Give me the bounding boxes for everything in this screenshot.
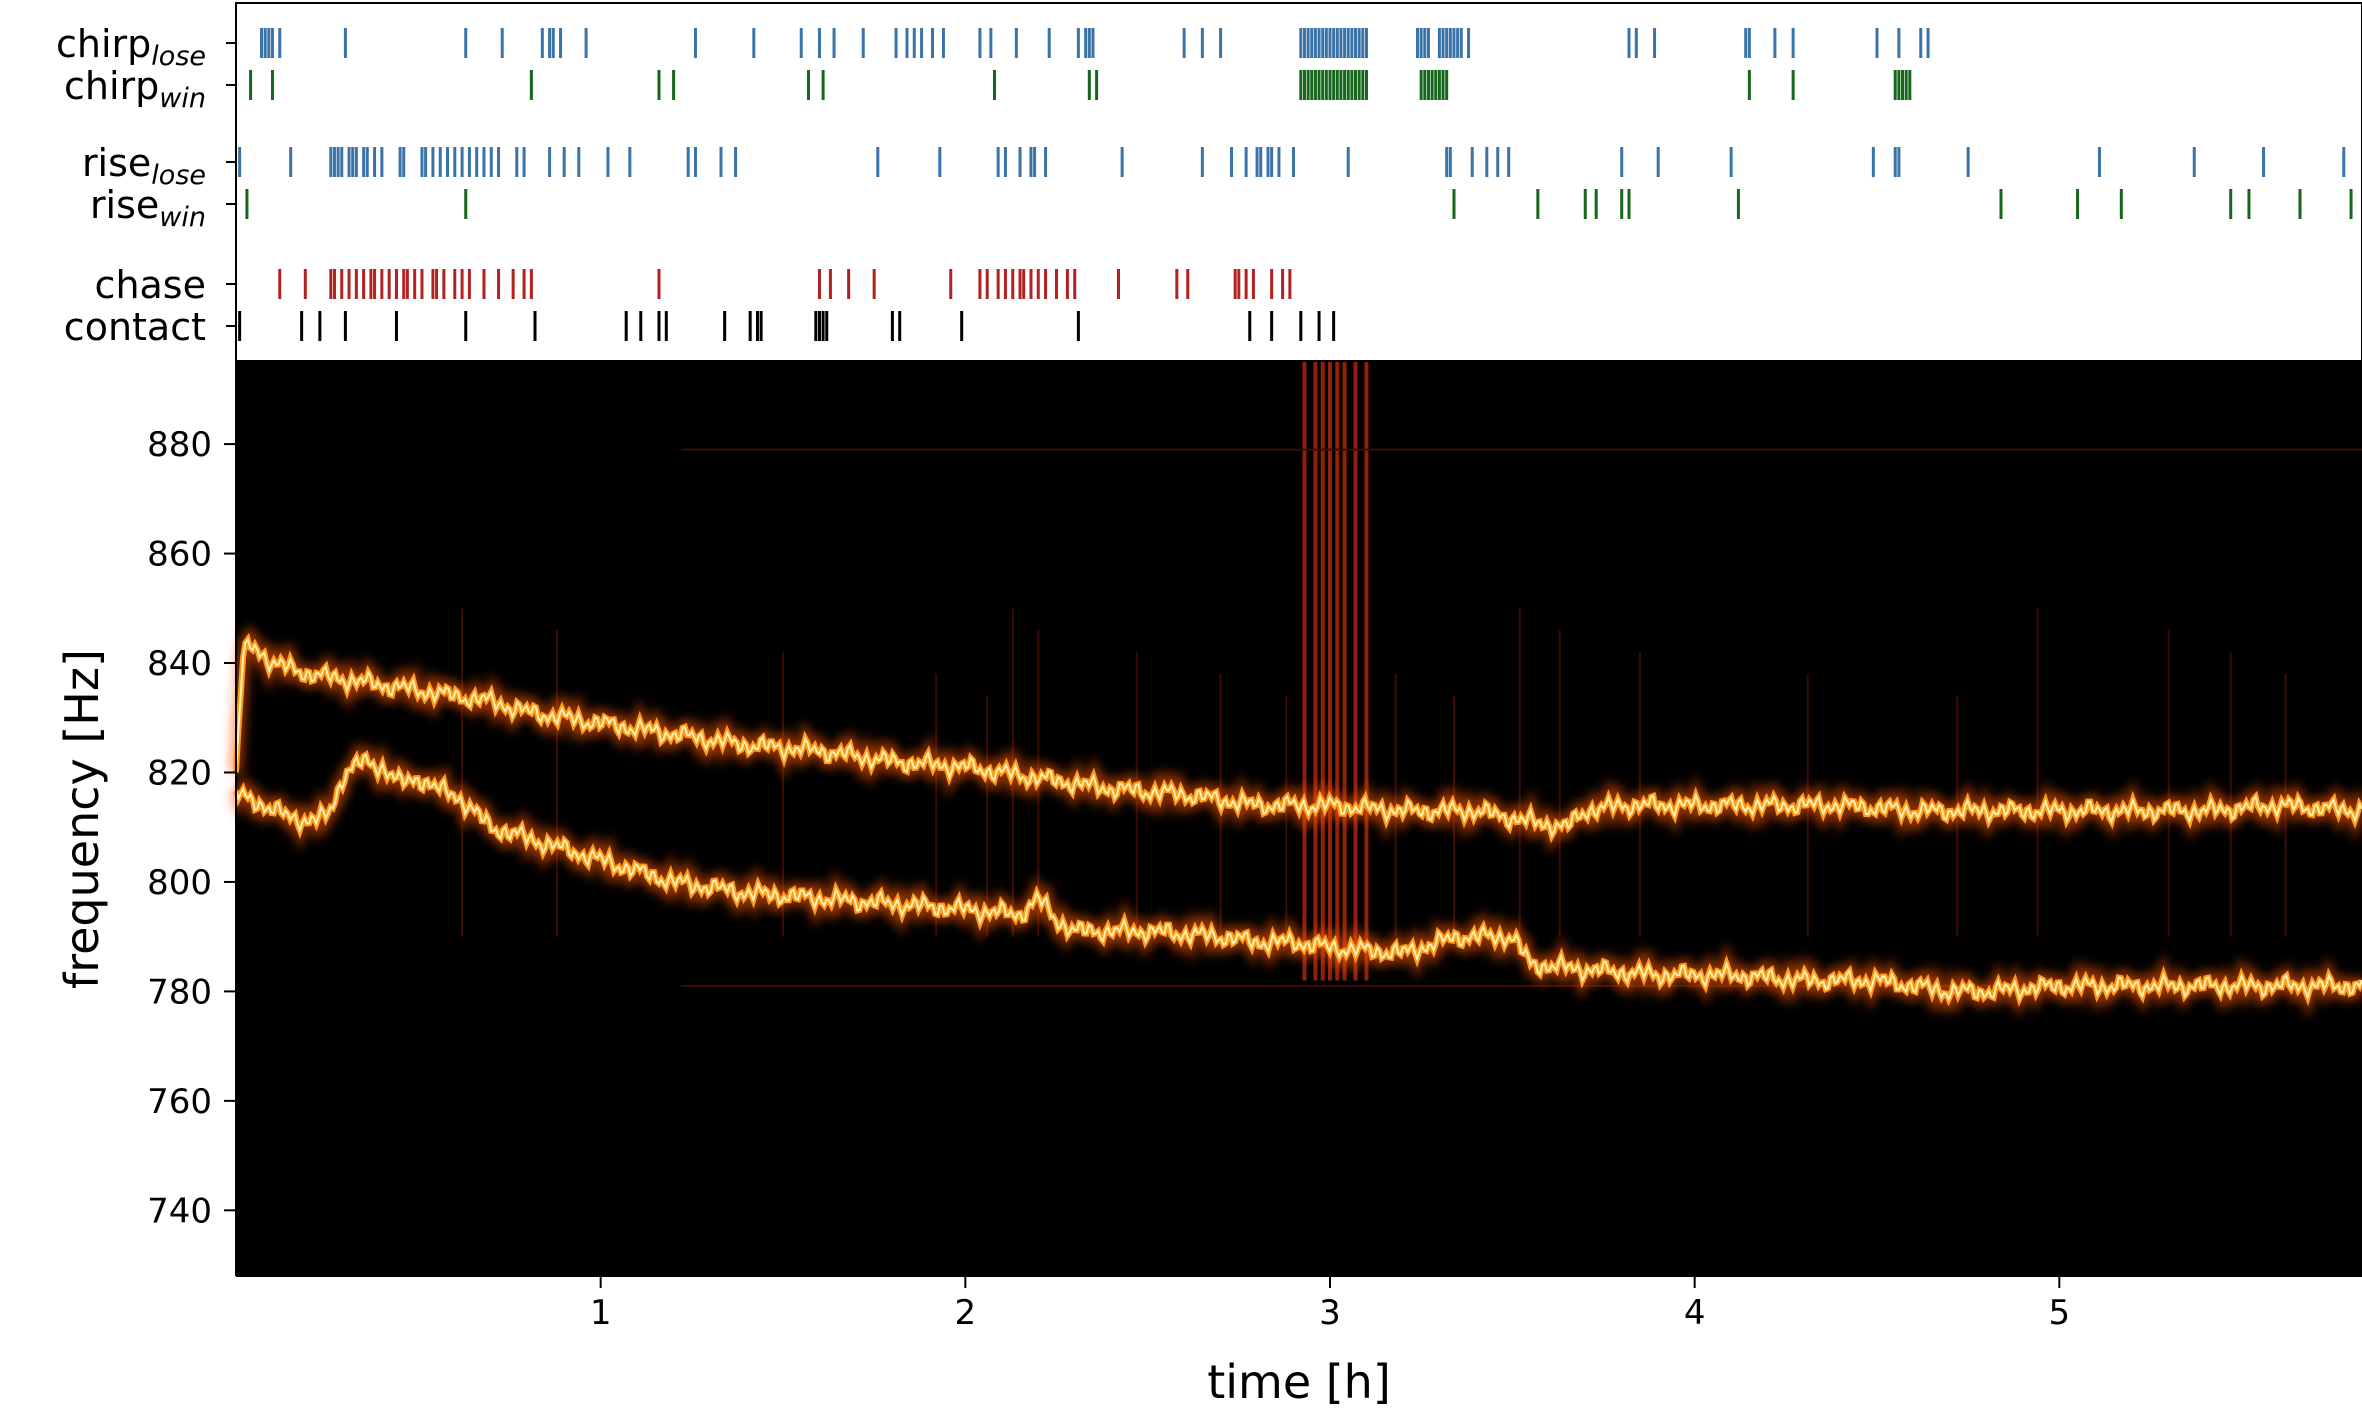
x-axis-label: time [h] [1207, 1355, 1391, 1409]
raster-label-subscript: lose [151, 41, 206, 72]
x-tick-label: 1 [590, 1293, 612, 1333]
x-tick-label: 4 [1684, 1293, 1706, 1333]
y-axis: 740 760 780 800 820 840 860 880 [147, 425, 236, 1231]
y-tick-label: 800 [147, 863, 212, 903]
y-tick-label: 740 [147, 1191, 212, 1231]
y-tick-label: 860 [147, 535, 212, 575]
raster-label-subscript: win [159, 83, 206, 114]
raster-label-subscript: lose [151, 160, 206, 191]
raster-label-rise-win: risewin [90, 183, 206, 233]
raster-label-contact: contact [64, 305, 206, 349]
y-tick-label: 840 [147, 644, 212, 684]
y-axis-label: frequency [Hz] [55, 649, 109, 989]
frequency-trace-core [235, 753, 2362, 1002]
frequency-traces [229, 623, 2362, 1019]
y-tick-label: 780 [147, 972, 212, 1012]
x-tick-label: 2 [955, 1293, 977, 1333]
x-tick-label: 3 [1319, 1293, 1341, 1333]
raster-frame [235, 2, 2362, 362]
x-axis: 1 2 3 4 5 [590, 1276, 2070, 1333]
raster-label-subscript: win [159, 202, 206, 233]
y-tick-label: 880 [147, 425, 212, 465]
y-tick-label: 760 [147, 1082, 212, 1122]
raster-row-labels: chirplosechirpwinriseloserisewinchasecon… [56, 22, 236, 349]
frequency-trace-core [235, 637, 2362, 839]
event-raster-panel: chirplosechirpwinriseloserisewinchasecon… [56, 2, 2362, 362]
y-tick-label: 820 [147, 753, 212, 793]
x-tick-label: 5 [2049, 1293, 2071, 1333]
raster-label-chase: chase [95, 263, 206, 307]
raster-label-chirp-lose: chirplose [56, 22, 206, 72]
raster-marks [238, 28, 2353, 341]
